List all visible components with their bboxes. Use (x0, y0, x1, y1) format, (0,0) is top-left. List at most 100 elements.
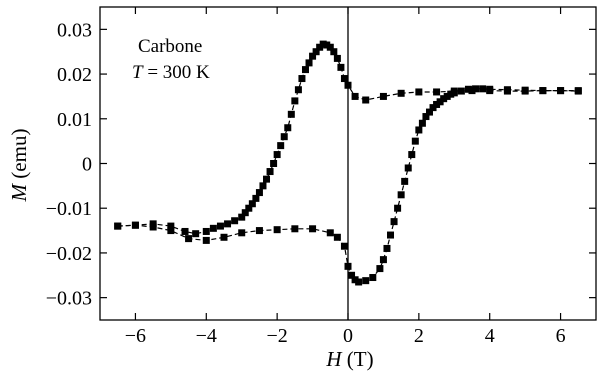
data-point (255, 227, 263, 235)
data-point (390, 218, 398, 226)
data-point (348, 271, 356, 279)
data-point (294, 86, 302, 94)
data-point (486, 85, 494, 93)
data-point (387, 231, 395, 239)
data-point (287, 110, 295, 118)
data-point (149, 223, 157, 231)
data-point (330, 48, 338, 56)
data-point (397, 89, 405, 97)
data-point (209, 224, 217, 232)
data-point (131, 221, 139, 229)
data-point (284, 124, 292, 132)
data-point (259, 182, 267, 190)
data-point (376, 265, 384, 273)
data-point (447, 90, 455, 98)
data-point (291, 225, 299, 233)
data-point (443, 92, 451, 100)
data-point (355, 278, 363, 286)
annotation-temperature: T = 300 K (132, 62, 210, 83)
y-tick-label: −0.02 (46, 243, 92, 265)
data-point (298, 75, 306, 83)
data-point (337, 63, 345, 71)
data-point (273, 151, 281, 159)
annotation-temp-value: = 300 K (143, 62, 210, 83)
data-point (401, 177, 409, 185)
annotation-temp-symbol: T (132, 62, 144, 83)
data-point (394, 204, 402, 212)
data-point (344, 81, 352, 89)
data-point (408, 151, 416, 159)
data-point (263, 175, 271, 183)
series-layer (114, 40, 582, 286)
data-point (362, 96, 370, 104)
x-axis-label: H (T) (325, 347, 373, 371)
data-point (266, 168, 274, 176)
data-point (326, 229, 334, 237)
data-point (114, 222, 122, 230)
data-point (220, 233, 228, 241)
data-point (433, 100, 441, 108)
data-point (415, 126, 423, 134)
y-tick-label: 0.02 (57, 64, 92, 86)
x-tick-label: −4 (196, 325, 217, 347)
data-point (340, 75, 348, 83)
data-point (411, 137, 419, 145)
y-tick-label: 0.01 (57, 109, 92, 131)
x-tick-label: 0 (343, 325, 353, 347)
data-point (468, 87, 476, 95)
data-point (340, 242, 348, 250)
data-point (479, 85, 487, 93)
x-axis-symbol: H (325, 347, 343, 371)
x-tick-label: 2 (414, 325, 424, 347)
data-point (305, 59, 313, 67)
data-point (425, 108, 433, 116)
data-point (429, 104, 437, 112)
x-tick-label: −2 (267, 325, 288, 347)
data-point (277, 142, 285, 150)
data-point (309, 52, 317, 60)
data-point (379, 92, 387, 100)
data-point (574, 87, 582, 95)
data-point (192, 230, 200, 238)
data-point (273, 226, 281, 234)
data-point (464, 85, 472, 93)
x-tick-label: −6 (125, 325, 146, 347)
data-point (472, 85, 480, 93)
data-point (418, 119, 426, 127)
data-point (202, 236, 210, 244)
y-axis-symbol: M (7, 182, 31, 202)
y-tick-label: −0.03 (46, 288, 92, 310)
data-point (457, 87, 465, 95)
data-point (344, 262, 352, 270)
data-point (450, 89, 458, 97)
data-point (521, 86, 529, 94)
annotation-material: Carbone (138, 36, 202, 57)
series-2 (114, 85, 582, 286)
y-tick-label: −0.01 (46, 198, 92, 220)
x-tick-label: 4 (485, 325, 495, 347)
data-point (241, 209, 249, 217)
x-tick-label: 6 (556, 325, 566, 347)
data-point (326, 43, 334, 51)
data-point (323, 41, 331, 49)
data-point (397, 191, 405, 199)
data-point (383, 244, 391, 252)
data-point (245, 204, 253, 212)
data-point (301, 66, 309, 74)
data-point (181, 227, 189, 235)
data-point (312, 48, 320, 56)
data-point (255, 189, 263, 197)
y-axis-unit: (emu) (7, 129, 31, 179)
data-point (231, 217, 239, 225)
data-point (248, 200, 256, 208)
data-point (440, 95, 448, 103)
y-axis-label: M (emu) (7, 129, 31, 203)
data-point (351, 92, 359, 100)
y-tick-label: 0 (82, 154, 92, 176)
data-point (436, 98, 444, 106)
data-point (557, 87, 565, 95)
data-point (319, 40, 327, 48)
data-point (167, 227, 175, 235)
data-point (369, 274, 377, 282)
data-point (422, 113, 430, 121)
